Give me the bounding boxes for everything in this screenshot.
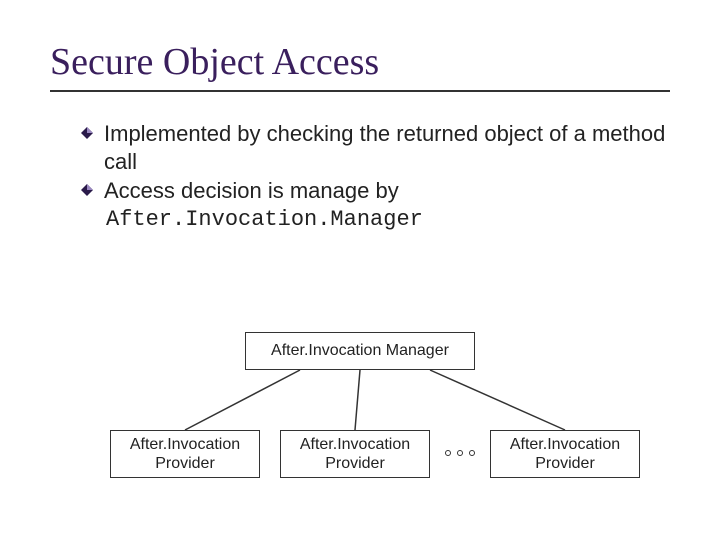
dot-icon: [469, 450, 475, 456]
dot-icon: [457, 450, 463, 456]
ellipsis-icon: [445, 450, 475, 456]
box-label: After.Invocation Manager: [271, 341, 449, 360]
bullet-text: Access decision is manage by: [104, 177, 399, 205]
provider-box: After.InvocationProvider: [490, 430, 640, 478]
edge: [430, 370, 565, 430]
provider-box: After.InvocationProvider: [280, 430, 430, 478]
manager-box: After.Invocation Manager: [245, 332, 475, 370]
title-underline: [50, 90, 670, 92]
diamond-icon: [80, 183, 94, 202]
box-label: After.InvocationProvider: [300, 435, 410, 473]
dot-icon: [445, 450, 451, 456]
diamond-icon: [80, 126, 94, 145]
box-label: After.InvocationProvider: [130, 435, 240, 473]
box-label: After.InvocationProvider: [510, 435, 620, 473]
provider-box: After.InvocationProvider: [110, 430, 260, 478]
bullet-text: Implemented by checking the returned obj…: [104, 120, 670, 175]
tree-diagram: After.Invocation Manager After.Invocatio…: [0, 320, 720, 520]
list-item: Implemented by checking the returned obj…: [80, 120, 670, 175]
bullet-list: Implemented by checking the returned obj…: [50, 120, 670, 232]
page-title: Secure Object Access: [50, 40, 670, 84]
monospace-classname: After.Invocation.Manager: [106, 207, 670, 232]
list-item: Access decision is manage by: [80, 177, 670, 205]
edge: [185, 370, 300, 430]
edge: [355, 370, 360, 430]
